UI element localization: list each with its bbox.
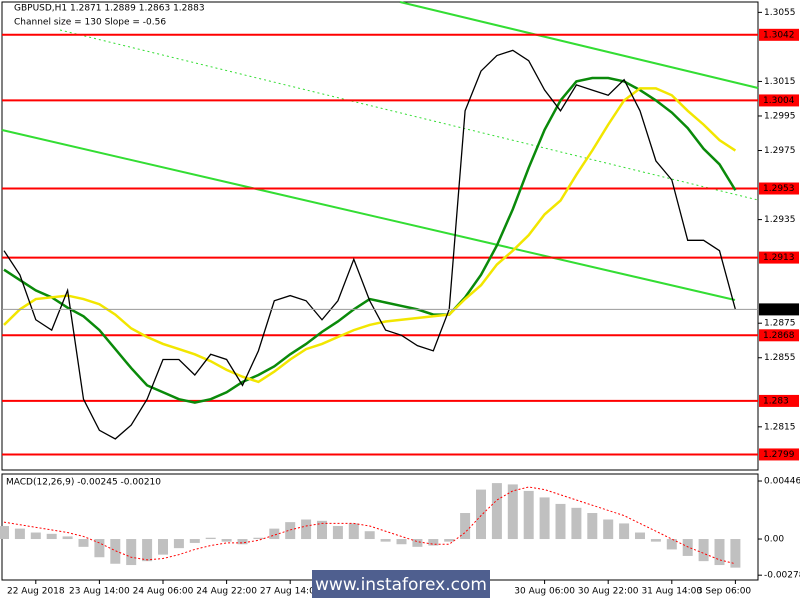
price-pane: [1, 1, 759, 471]
level-label: 1.3004: [763, 96, 795, 106]
x-tick-label: 3 Sep 06:00: [697, 587, 752, 597]
macd-bar: [14, 528, 25, 540]
macd-bar: [285, 522, 296, 540]
macd-bar: [317, 520, 327, 540]
level-label-box: [759, 94, 799, 107]
watermark-box: [312, 570, 490, 598]
macd-bar: [348, 523, 359, 540]
macd-bar: [396, 539, 407, 545]
macd-bar: [476, 489, 486, 540]
macd-bar: [730, 539, 741, 568]
macd-title: MACD(12,26,9) -0.00245 -0.00210: [6, 478, 161, 488]
macd-bar: [78, 539, 89, 547]
level-label-box: [759, 182, 799, 195]
macd-bar: [62, 536, 73, 540]
macd-bar: [173, 539, 184, 549]
macd-bar: [412, 539, 423, 547]
macd-bar: [205, 537, 216, 540]
x-tick-label: 23 Aug 14:00: [69, 587, 130, 597]
macd-bar: [587, 513, 598, 540]
macd-bar: [332, 526, 343, 540]
macd-bar: [0, 526, 9, 540]
x-tick-label: 30 Aug 06:00: [514, 587, 575, 597]
last-price-label: 1.2883: [763, 305, 795, 315]
macd-bar: [380, 539, 391, 542]
macd-bar: [364, 531, 375, 540]
channel-line: [399, 1, 759, 89]
x-tick-label: 24 Aug 06:00: [133, 587, 194, 597]
y-tick-label: 1.3055: [764, 8, 796, 18]
macd-bar: [460, 513, 471, 540]
y-tick-label: 0.00: [764, 535, 784, 545]
macd-bar: [714, 539, 725, 566]
macd-bar: [237, 539, 248, 545]
macd-bar: [46, 533, 57, 540]
level-label: 1.3042: [763, 30, 795, 40]
macd-bar: [110, 539, 121, 564]
level-label: 1.2913: [763, 253, 795, 263]
macd-bar: [698, 539, 709, 562]
macd-bar: [158, 539, 168, 555]
level-label-box: [759, 329, 799, 342]
macd-bar: [444, 539, 455, 542]
y-tick-label: 1.2875: [764, 319, 796, 329]
x-tick-label: 22 Aug 2018: [7, 587, 65, 597]
moving-average: [3, 87, 737, 384]
watermark-text: www.instaforex.com: [315, 575, 487, 595]
last-price-box: [759, 303, 799, 316]
level-label-box: [759, 448, 799, 461]
chart-subtitle: Channel size = 130 Slope = -0.56: [14, 18, 166, 28]
macd-bar: [555, 503, 566, 540]
level-label: 1.2799: [763, 450, 795, 460]
x-tick-label: 31 Aug 14:00: [641, 587, 702, 597]
y-tick-label: 1.2995: [764, 111, 796, 121]
x-tick-label: 24 Aug 22:00: [196, 587, 257, 597]
macd-bar: [682, 539, 693, 556]
macd-bar: [189, 539, 200, 543]
level-label: 1.2953: [763, 184, 795, 194]
macd-bar: [619, 523, 630, 540]
macd-bar: [253, 537, 264, 540]
level-label-box: [759, 28, 799, 41]
macd-bar: [94, 539, 105, 558]
y-tick-label: 1.2975: [764, 146, 796, 156]
y-tick-label: 1.3015: [764, 77, 796, 87]
y-tick-label: -0.00278: [764, 571, 800, 581]
macd-bar: [428, 539, 439, 546]
macd-bar: [491, 483, 502, 540]
chart-title: GBPUSD,H1 1.2871 1.2889 1.2863 1.2883: [14, 4, 205, 14]
macd-bar: [635, 532, 645, 540]
macd-bar: [142, 539, 153, 562]
level-label: 1.2868: [763, 331, 795, 341]
y-tick-label: 1.2935: [764, 215, 796, 225]
macd-bar: [126, 539, 137, 566]
macd-bar: [539, 497, 550, 540]
macd-bar: [666, 539, 677, 550]
macd-bar: [650, 539, 661, 542]
macd-bar: [603, 519, 614, 540]
x-tick-label: 30 Aug 22:00: [578, 587, 639, 597]
macd-bar: [269, 528, 280, 540]
macd-bar: [571, 507, 582, 540]
y-tick-label: 0.00446: [764, 477, 800, 487]
macd-bar: [221, 539, 232, 542]
price-line: [3, 49, 737, 440]
channel-line: [1, 129, 736, 301]
macd-bar: [507, 484, 518, 540]
watermark: www.instaforex.com: [312, 570, 490, 598]
x-tick-label: 27 Aug 14:00: [260, 587, 321, 597]
macd-bar: [523, 490, 534, 540]
y-tick-label: 1.2855: [764, 353, 796, 363]
level-label: 1.283: [763, 396, 789, 406]
level-label-box: [759, 251, 799, 264]
signal-line: [3, 486, 736, 565]
macd-bar: [301, 519, 312, 540]
macd-bar: [30, 532, 41, 540]
y-tick-label: 1.2815: [764, 422, 796, 432]
level-label-box: [759, 394, 799, 407]
